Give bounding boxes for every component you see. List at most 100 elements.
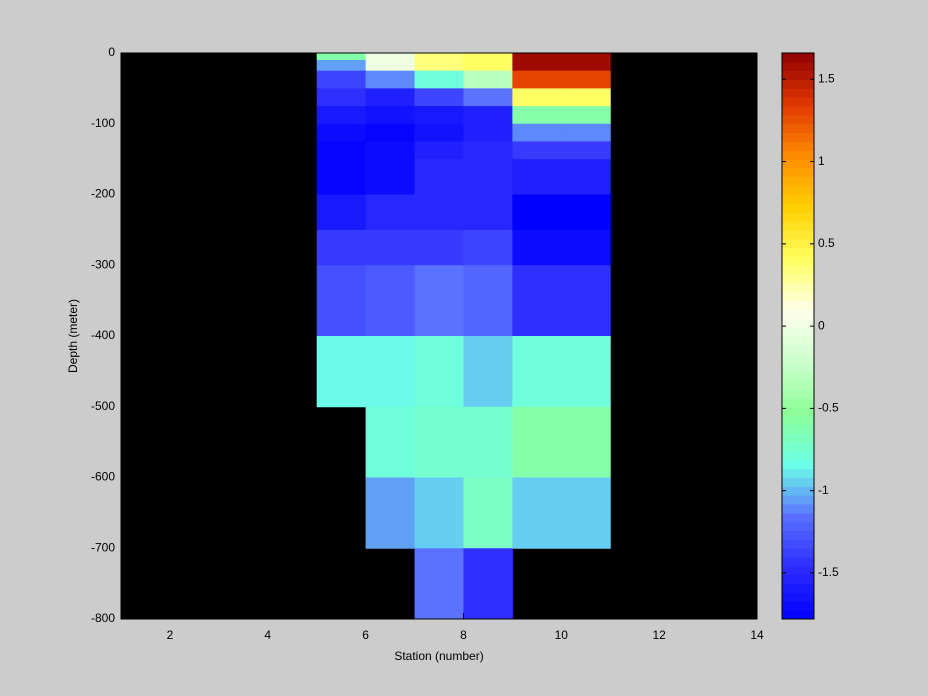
colorbar-swatch <box>782 442 814 452</box>
colorbar-tick-label: -0.5 <box>818 401 839 415</box>
cell <box>414 106 464 125</box>
cell <box>512 141 562 160</box>
colorbar-swatch <box>782 521 814 532</box>
cell <box>316 159 367 195</box>
cell <box>561 60 611 72</box>
colorbar-swatch <box>782 565 814 576</box>
cell <box>414 70 464 89</box>
y-tick-label: -600 <box>91 470 115 484</box>
colorbar-swatch <box>782 291 814 302</box>
cell <box>561 477 611 549</box>
colorbar-swatch <box>782 70 814 81</box>
colorbar-swatch <box>782 592 814 602</box>
cell <box>463 406 513 478</box>
cell <box>512 477 562 549</box>
colorbar-swatch <box>782 167 814 178</box>
colorbar-swatch <box>782 265 814 275</box>
colorbar-swatch <box>782 406 814 417</box>
cell <box>561 141 611 160</box>
colorbar-swatch <box>782 159 814 169</box>
cell <box>561 123 611 142</box>
colorbar-swatch <box>782 512 814 523</box>
colorbar-swatch <box>782 371 814 381</box>
cell <box>561 159 611 195</box>
cell <box>512 159 562 195</box>
colorbar-tick-label: -1.5 <box>818 565 839 579</box>
cell <box>512 60 562 72</box>
cell <box>561 265 611 337</box>
cell <box>512 70 562 89</box>
cell <box>316 106 367 125</box>
cell <box>316 265 367 337</box>
x-tick-label: 14 <box>750 628 764 642</box>
cell <box>414 336 464 408</box>
colorbar-swatch <box>782 459 814 470</box>
colorbar-swatch <box>782 468 814 478</box>
cell <box>414 60 464 72</box>
colorbar-tick-label: 0 <box>818 318 825 332</box>
cell <box>463 159 513 195</box>
colorbar-swatch <box>782 106 814 116</box>
cell <box>316 229 367 266</box>
colorbar-swatch <box>782 610 814 620</box>
colorbar-swatch <box>782 380 814 390</box>
colorbar-swatch <box>782 274 814 284</box>
cell <box>316 70 367 89</box>
cell <box>365 141 416 160</box>
colorbar-swatch <box>782 344 814 355</box>
axes-frame <box>120 52 758 620</box>
colorbar-swatch <box>782 114 814 125</box>
cell <box>512 123 562 142</box>
colorbar-swatch <box>782 185 814 195</box>
cell <box>414 123 464 142</box>
cell <box>316 194 367 231</box>
colorbar-tick-label: 1 <box>818 154 825 168</box>
cell <box>365 53 416 61</box>
colorbar-swatch <box>782 282 814 293</box>
colorbar-swatch <box>782 247 814 257</box>
cell <box>463 548 513 620</box>
colorbar-swatch <box>782 539 814 549</box>
cell <box>512 53 562 61</box>
colorbar-swatch <box>782 495 814 505</box>
cell <box>365 194 416 231</box>
cell <box>561 194 611 231</box>
colorbar-tick-label: 1.5 <box>818 71 835 85</box>
cell <box>512 336 562 408</box>
cell <box>561 229 611 266</box>
cell <box>561 106 611 125</box>
colorbar-tick-label: -1 <box>818 483 829 497</box>
colorbar-swatch <box>782 389 814 399</box>
cell <box>561 53 611 61</box>
cell <box>463 265 513 337</box>
cell <box>512 406 562 478</box>
cell <box>414 159 464 195</box>
x-axis-label: Station (number) <box>394 649 483 663</box>
colorbar-swatch <box>782 300 814 310</box>
y-tick-label: -500 <box>91 399 115 413</box>
cell <box>561 406 611 478</box>
colorbar-swatch <box>782 433 814 443</box>
colorbar-swatch <box>782 221 814 231</box>
colorbar-swatch <box>782 486 814 496</box>
colorbar-swatch <box>782 229 814 240</box>
cell <box>414 265 464 337</box>
cell <box>365 159 416 195</box>
colorbar-swatch <box>782 424 814 434</box>
colorbar-swatch <box>782 123 814 134</box>
y-tick-label: -400 <box>91 328 115 342</box>
colorbar-swatch <box>782 88 814 98</box>
cell <box>365 406 416 478</box>
colorbar-swatch <box>782 176 814 187</box>
cell <box>463 194 513 231</box>
colorbar-swatch <box>782 477 814 487</box>
cell <box>414 194 464 231</box>
y-tick-label: -300 <box>91 257 115 271</box>
colorbar-swatch <box>782 415 814 425</box>
y-axis-label: Depth (meter) <box>66 299 80 373</box>
colorbar-swatch <box>782 150 814 160</box>
cell <box>512 265 562 337</box>
cell <box>316 53 367 61</box>
x-tick-label: 4 <box>264 628 271 642</box>
